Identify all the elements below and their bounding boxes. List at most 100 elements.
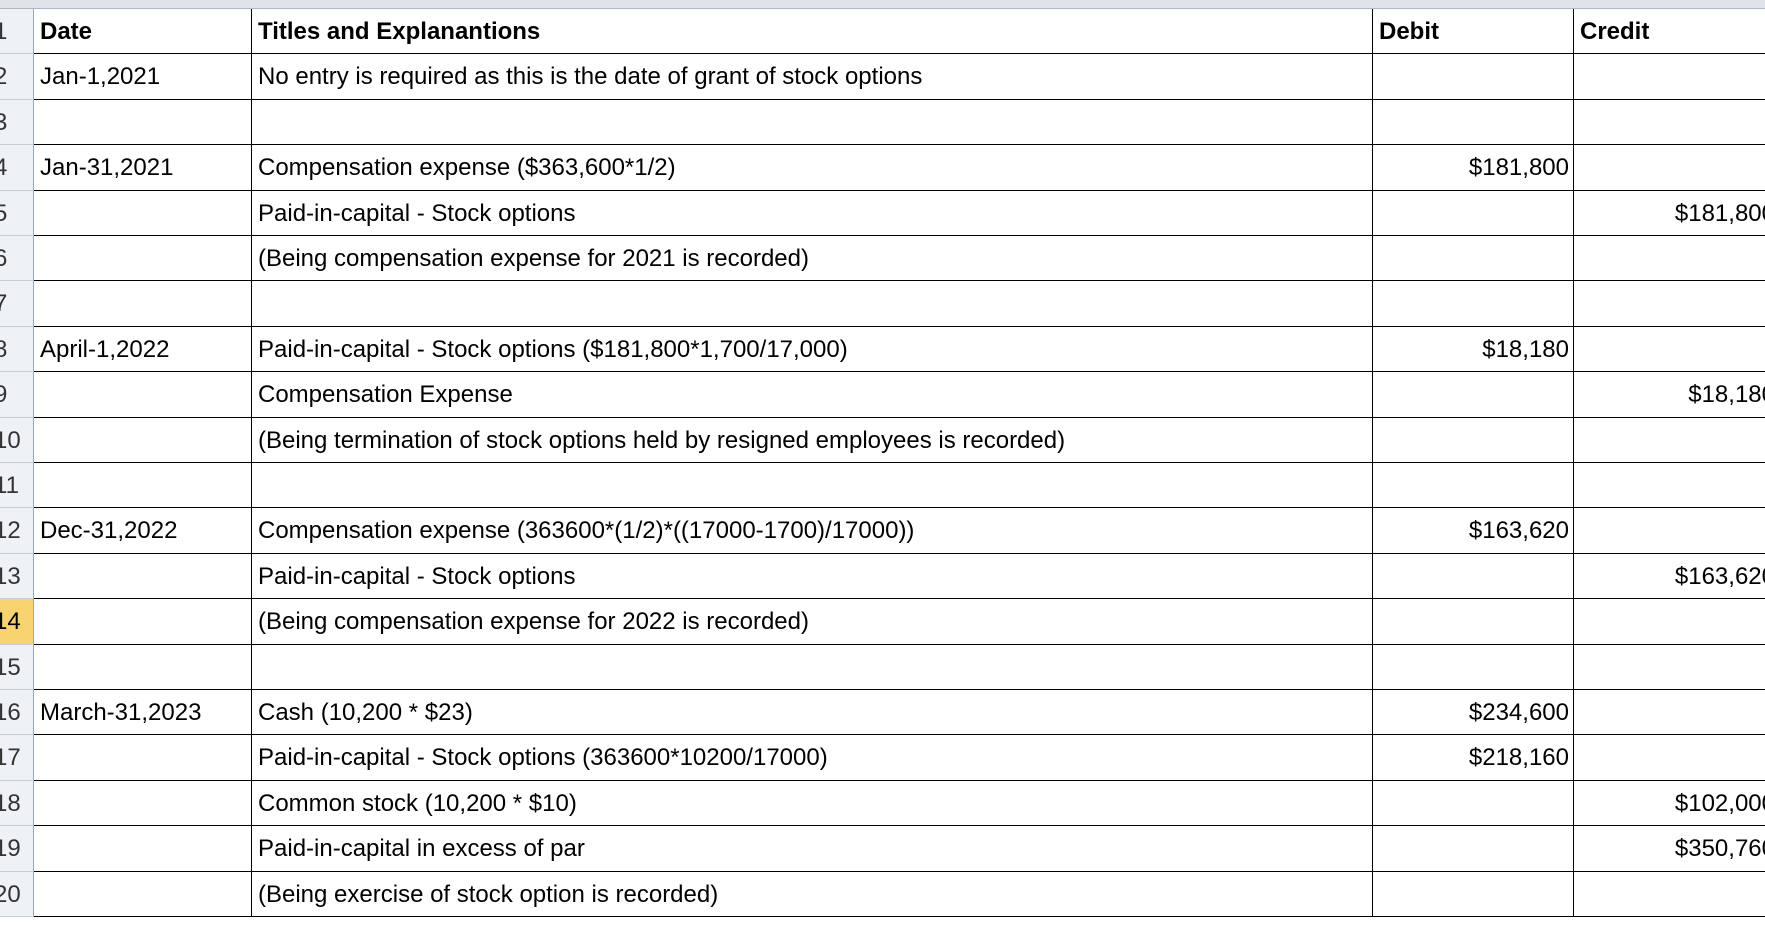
date-cell[interactable] [34, 645, 252, 690]
date-cell[interactable] [34, 554, 252, 599]
date-cell[interactable]: April-1,2022 [34, 327, 252, 372]
date-cell[interactable]: Jan-31,2021 [34, 145, 252, 191]
row-number[interactable]: 15 [0, 645, 34, 690]
title-cell[interactable]: Common stock (10,200 * $10) [252, 781, 1373, 826]
row-number[interactable]: 12 [0, 508, 34, 554]
row-number[interactable]: 1 [0, 9, 34, 54]
debit-cell[interactable]: $181,800 [1373, 145, 1574, 191]
credit-cell[interactable]: $181,800 [1574, 191, 1765, 236]
debit-cell[interactable]: Debit [1373, 9, 1574, 54]
title-cell[interactable]: Compensation Expense [252, 372, 1373, 418]
date-cell[interactable] [34, 826, 252, 872]
credit-cell[interactable] [1574, 463, 1765, 508]
row-number[interactable]: 20 [0, 872, 34, 917]
date-cell[interactable] [34, 872, 252, 917]
credit-cell[interactable] [1574, 872, 1765, 917]
row-number[interactable]: 13 [0, 554, 34, 599]
row-number[interactable]: 18 [0, 781, 34, 826]
credit-cell[interactable] [1574, 418, 1765, 463]
credit-cell[interactable] [1574, 508, 1765, 554]
row-number[interactable]: 19 [0, 826, 34, 872]
date-cell[interactable]: Dec-31,2022 [34, 508, 252, 554]
credit-cell[interactable] [1574, 690, 1765, 735]
title-cell[interactable]: (Being compensation expense for 2021 is … [252, 236, 1373, 281]
date-cell[interactable] [34, 735, 252, 781]
debit-cell[interactable] [1373, 872, 1574, 917]
date-cell[interactable] [34, 236, 252, 281]
debit-cell[interactable] [1373, 599, 1574, 645]
date-cell[interactable] [34, 372, 252, 418]
title-cell[interactable]: Cash (10,200 * $23) [252, 690, 1373, 735]
credit-cell[interactable] [1574, 100, 1765, 145]
credit-cell[interactable] [1574, 645, 1765, 690]
credit-cell[interactable] [1574, 145, 1765, 191]
title-cell[interactable]: Paid-in-capital - Stock options [252, 554, 1373, 599]
date-cell[interactable]: March-31,2023 [34, 690, 252, 735]
row-number[interactable]: 5 [0, 191, 34, 236]
debit-cell[interactable]: $18,180 [1373, 327, 1574, 372]
debit-cell[interactable]: $163,620 [1373, 508, 1574, 554]
debit-cell[interactable] [1373, 54, 1574, 100]
row-number[interactable]: 14 [0, 599, 34, 645]
row-number[interactable]: 4 [0, 145, 34, 191]
debit-cell[interactable] [1373, 554, 1574, 599]
row-number[interactable]: 11 [0, 463, 34, 508]
debit-cell[interactable] [1373, 191, 1574, 236]
date-cell[interactable] [34, 599, 252, 645]
date-cell[interactable] [34, 418, 252, 463]
date-cell[interactable] [34, 281, 252, 327]
debit-cell[interactable] [1373, 826, 1574, 872]
debit-cell[interactable] [1373, 372, 1574, 418]
credit-cell[interactable] [1574, 281, 1765, 327]
credit-cell[interactable]: $18,180 [1574, 372, 1765, 418]
row-number[interactable]: 10 [0, 418, 34, 463]
row-number[interactable]: 6 [0, 236, 34, 281]
title-cell[interactable]: (Being termination of stock options held… [252, 418, 1373, 463]
title-cell[interactable] [252, 100, 1373, 145]
credit-cell[interactable] [1574, 236, 1765, 281]
debit-cell[interactable] [1373, 281, 1574, 327]
credit-cell[interactable]: $102,000 [1574, 781, 1765, 826]
row-number[interactable]: 2 [0, 54, 34, 100]
debit-cell[interactable] [1373, 645, 1574, 690]
credit-cell[interactable]: $163,620 [1574, 554, 1765, 599]
date-cell[interactable] [34, 191, 252, 236]
title-cell[interactable]: No entry is required as this is the date… [252, 54, 1373, 100]
title-cell[interactable]: Titles and Explanantions [252, 9, 1373, 54]
title-cell[interactable] [252, 281, 1373, 327]
debit-cell[interactable] [1373, 463, 1574, 508]
debit-cell[interactable] [1373, 236, 1574, 281]
credit-cell[interactable] [1574, 599, 1765, 645]
date-cell[interactable] [34, 463, 252, 508]
debit-cell[interactable]: $218,160 [1373, 735, 1574, 781]
credit-cell[interactable] [1574, 327, 1765, 372]
credit-cell[interactable] [1574, 735, 1765, 781]
title-cell[interactable] [252, 463, 1373, 508]
date-cell[interactable]: Date [34, 9, 252, 54]
title-cell[interactable]: (Being exercise of stock option is recor… [252, 872, 1373, 917]
row-number[interactable]: 17 [0, 735, 34, 781]
title-cell[interactable]: Paid-in-capital - Stock options [252, 191, 1373, 236]
date-cell[interactable] [34, 781, 252, 826]
row-number[interactable]: 8 [0, 327, 34, 372]
row-number[interactable]: 7 [0, 281, 34, 327]
title-cell[interactable]: Compensation expense ($363,600*1/2) [252, 145, 1373, 191]
row-number[interactable]: 3 [0, 100, 34, 145]
title-cell[interactable]: (Being compensation expense for 2022 is … [252, 599, 1373, 645]
credit-cell[interactable] [1574, 54, 1765, 100]
row-number[interactable]: 9 [0, 372, 34, 418]
credit-cell[interactable]: $350,760 [1574, 826, 1765, 872]
title-cell[interactable]: Paid-in-capital in excess of par [252, 826, 1373, 872]
date-cell[interactable] [34, 100, 252, 145]
credit-cell[interactable]: Credit [1574, 9, 1765, 54]
date-cell[interactable]: Jan-1,2021 [34, 54, 252, 100]
title-cell[interactable]: Paid-in-capital - Stock options (363600*… [252, 735, 1373, 781]
title-cell[interactable] [252, 645, 1373, 690]
debit-cell[interactable] [1373, 418, 1574, 463]
debit-cell[interactable] [1373, 100, 1574, 145]
debit-cell[interactable] [1373, 781, 1574, 826]
title-cell[interactable]: Paid-in-capital - Stock options ($181,80… [252, 327, 1373, 372]
title-cell[interactable]: Compensation expense (363600*(1/2)*((170… [252, 508, 1373, 554]
row-number[interactable]: 16 [0, 690, 34, 735]
debit-cell[interactable]: $234,600 [1373, 690, 1574, 735]
